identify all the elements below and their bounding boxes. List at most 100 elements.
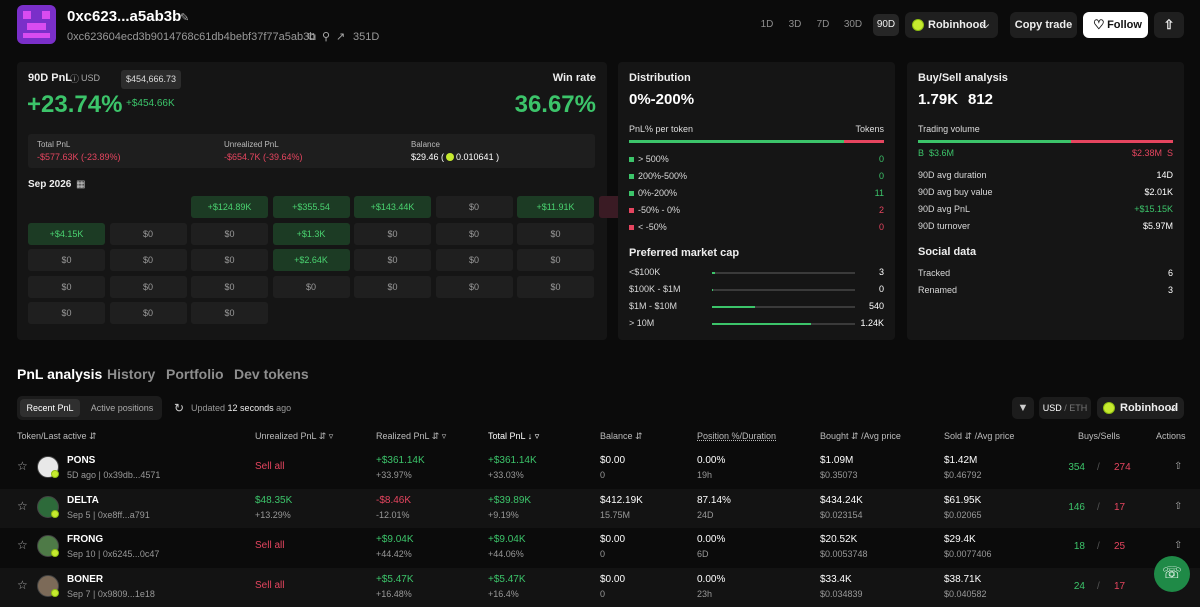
tab-portfolio[interactable]: Portfolio [166,366,224,382]
calendar-day[interactable]: +$4.15K [28,222,105,245]
currency-usd[interactable]: USD [1042,403,1062,413]
distribution-title: Distribution [629,72,691,84]
col-bought[interactable]: Bought ⇵ /Avg price [820,431,901,441]
bucket-count: 0 [878,171,884,181]
copy-icon[interactable]: ⧉ [308,31,316,43]
position-pct: 0.00% [697,573,726,585]
calendar-day[interactable]: +$124.89K [191,196,268,218]
calendar-day[interactable]: $0 [28,249,105,271]
external-link-icon[interactable]: ↗ [336,31,346,43]
table-row[interactable]: ☆ DELTA Sep 5 | 0xe8ff...a791 $48.35K +13.29… [0,488,1200,528]
calendar-day[interactable]: $0 [435,249,513,271]
sell-all-button[interactable]: Sell all [255,579,285,591]
subtab-recent-pnl[interactable]: Recent PnL [20,399,80,417]
tf-3d[interactable]: 3D [788,19,802,30]
token-name[interactable]: PONS [67,455,96,466]
support-chat-button[interactable]: ☏ [1154,556,1190,592]
tf-1d[interactable]: 1D [760,19,774,30]
currency-eth[interactable]: ETH [1069,403,1088,413]
subtab-active-positions[interactable]: Active positions [90,403,154,413]
star-icon[interactable]: ☆ [17,538,28,552]
calendar-day[interactable]: $0 [109,222,187,245]
token-name[interactable]: DELTA [67,494,99,506]
total-pnl-value: -$577.63K (-23.89%) [37,152,121,162]
sell-volume-value: $2.38M [1131,148,1162,158]
share-icon[interactable]: ⇧ [1174,500,1183,512]
calendar-day[interactable]: $0 [109,275,187,298]
filter-clear-icon[interactable]: ▼ [1012,397,1034,419]
table-row[interactable]: ☆ FRONG Sep 10 | 0x6245...0c47 Sell all +$9.… [0,528,1200,567]
calendar-day[interactable]: $0 [28,302,105,324]
currency-toggle[interactable]: USD / ETH [1039,397,1091,419]
edit-icon[interactable]: ✎ [180,12,190,24]
calendar-day[interactable]: +$11.91K [517,196,594,218]
calendar-day[interactable]: $0 [191,302,268,324]
profile-header: 0xc623...a5ab3b ✎ 0xc623604ecd3b9014768c… [0,0,1200,55]
col-sold[interactable]: Sold ⇵ /Avg price [944,431,1015,441]
col-buys-sells: Buys/Sells [1078,431,1121,441]
calendar-day[interactable]: $0 [435,275,513,298]
copy-trade-button[interactable]: Copy trade [1010,12,1077,38]
table-row[interactable]: ☆ PONS 5D ago | 0x39db...4571 Sell all +$361… [0,449,1200,488]
tab-dev-tokens[interactable]: Dev tokens [234,366,309,382]
col-realized[interactable]: Realized PnL ⇵ ▿ [376,431,447,441]
sell-all-button[interactable]: Sell all [255,540,285,551]
col-unrealized[interactable]: Unrealized PnL ⇵ ▿ [255,431,334,441]
star-icon[interactable]: ☆ [17,498,28,513]
provider-select-table[interactable]: Robinhood ⌵ [1097,397,1184,419]
calendar-day[interactable]: +$355.54 [272,196,350,218]
col-balance[interactable]: Balance ⇵ [600,431,643,441]
calendar-day[interactable]: +$1.3K [272,222,350,245]
chevron-down-icon: ⌵ [982,20,989,30]
calendar-day[interactable]: $0 [517,275,594,298]
col-total[interactable]: Total PnL ↓ ▿ [488,431,540,441]
buys-sells-divider: / [1097,462,1100,473]
bought-avg: $0.0053748 [820,549,868,559]
search-icon[interactable]: ⚲ [322,31,331,43]
token-name[interactable]: FRONG [67,534,104,545]
calendar-day[interactable]: $0 [191,222,268,245]
token-name[interactable]: BONER [67,573,104,585]
calendar-day[interactable]: $0 [354,275,431,298]
star-icon[interactable]: ☆ [17,577,28,592]
sell-all-button[interactable]: Sell all [255,461,285,472]
calendar-day[interactable]: $0 [109,302,187,324]
tab-pnl-analysis[interactable]: PnL analysis [17,366,103,382]
calendar-day[interactable]: $0 [28,275,105,298]
table-row[interactable]: ☆ BONER Sep 7 | 0x9809...1e18 Sell all +$5.4… [0,567,1200,607]
calendar-day[interactable]: $0 [354,249,431,271]
calendar-day[interactable]: $0 [435,222,513,245]
calendar-day[interactable]: $0 [435,196,513,218]
refresh-icon[interactable]: ↻ [174,401,185,415]
calendar-day[interactable]: $0 [191,249,268,271]
calendar-day[interactable]: $0 [272,275,350,298]
position-duration: 24D [697,509,714,520]
col-position[interactable]: Position %/Duration [697,431,777,441]
tf-30d[interactable]: 30D [843,19,863,30]
calendar-day[interactable]: $0 [191,275,268,298]
bought-value: $20.52K [820,534,858,545]
buys-count: 354 [1068,462,1085,473]
calendar-day[interactable]: $0 [354,222,431,245]
share-icon[interactable]: ⇧ [1174,540,1183,551]
calendar-day[interactable]: +$143.44K [354,196,431,218]
mcap-bar-track [712,272,855,274]
tab-history[interactable]: History [107,366,156,382]
realized-pct: +44.42% [376,549,412,559]
share-icon[interactable]: ⇧ [1174,461,1183,472]
calendar-day[interactable]: $0 [517,249,594,271]
calendar-day[interactable]: +$2.64K [272,249,350,271]
calendar-icon[interactable]: ▦ [76,179,86,190]
provider-select[interactable]: Robinhood ⌵ [905,12,998,38]
tf-7d[interactable]: 7D [816,19,830,30]
tf-90d[interactable]: 90D [873,14,899,36]
col-token[interactable]: Token/Last active ⇵ [17,431,97,441]
total-value: +$5.47K [488,573,526,585]
calendar-day[interactable]: $0 [517,222,594,245]
star-icon[interactable]: ☆ [17,459,28,473]
sold-value: $29.4K [944,534,976,545]
share-button[interactable]: ⇧ [1154,12,1184,38]
bucket-count: 11 [874,188,884,198]
calendar-day[interactable]: $0 [109,249,187,271]
follow-button[interactable]: ♡ Follow [1083,12,1148,38]
